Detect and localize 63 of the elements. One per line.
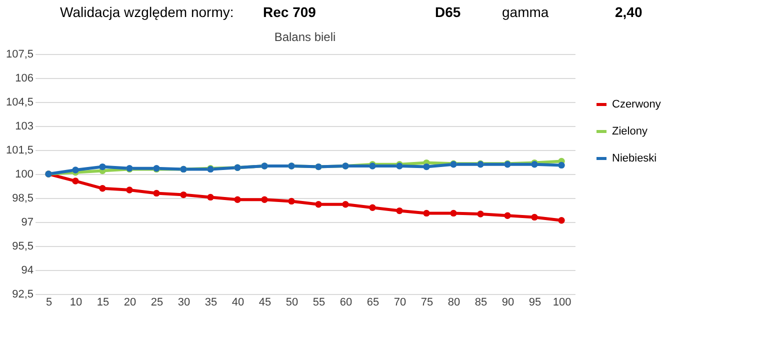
y-tick-label: 104,5 bbox=[6, 96, 34, 108]
text: Rec 709 bbox=[263, 4, 316, 20]
point bbox=[207, 194, 214, 201]
x-tick-label: 60 bbox=[340, 296, 352, 308]
x-tick-label: 5 bbox=[46, 296, 52, 308]
point bbox=[369, 204, 376, 211]
x-tick-label: 50 bbox=[286, 296, 298, 308]
x-tick-label: 10 bbox=[70, 296, 82, 308]
x-tick-label: 55 bbox=[312, 296, 326, 308]
y-tick-label: 101,5 bbox=[6, 144, 34, 156]
x-tick-label: 40 bbox=[232, 296, 244, 308]
x-tick-label: 20 bbox=[124, 296, 136, 308]
point bbox=[180, 191, 187, 198]
point bbox=[261, 196, 268, 203]
point bbox=[531, 214, 538, 221]
legend-label: Czerwony bbox=[612, 98, 662, 110]
x-tick-label: 75 bbox=[420, 296, 434, 308]
point bbox=[153, 190, 160, 197]
point bbox=[72, 178, 79, 184]
point bbox=[423, 163, 430, 170]
point bbox=[477, 210, 484, 218]
x-tick-label: 30 bbox=[178, 296, 190, 308]
y-tick-label: 94 bbox=[21, 264, 34, 276]
text: Walidacja względem normy: bbox=[60, 4, 234, 20]
point bbox=[99, 185, 106, 192]
y-tick-label: 95,5 bbox=[12, 240, 34, 252]
point bbox=[234, 196, 241, 203]
point bbox=[558, 217, 565, 224]
x-tick-label: 100 bbox=[552, 296, 572, 308]
x-tick-label: 35 bbox=[204, 296, 218, 308]
y-tick-label: 98,5 bbox=[12, 192, 34, 204]
point bbox=[396, 207, 403, 214]
x-tick-label: 65 bbox=[366, 296, 380, 308]
x-tick-label: 70 bbox=[394, 296, 406, 308]
point bbox=[99, 163, 106, 170]
chart-title: Balans bieli bbox=[274, 30, 336, 44]
y-tick-label: 92,5 bbox=[12, 288, 34, 300]
x-tick-label: 85 bbox=[474, 296, 488, 308]
point bbox=[558, 162, 565, 169]
point bbox=[504, 212, 511, 219]
y-tick-label: 97 bbox=[21, 216, 34, 228]
point bbox=[72, 166, 79, 174]
y-tick-label: 100 bbox=[15, 168, 34, 180]
y-tick-label: 106 bbox=[15, 72, 34, 84]
point bbox=[450, 210, 457, 217]
text: D65 bbox=[435, 4, 461, 20]
x-tick-label: 80 bbox=[448, 296, 460, 308]
text: gamma bbox=[502, 4, 549, 20]
legend-label: Niebieski bbox=[612, 152, 657, 164]
x-tick-label: 25 bbox=[150, 296, 164, 308]
y-tick-label: 107,5 bbox=[6, 48, 34, 60]
point bbox=[315, 201, 322, 208]
point bbox=[288, 198, 295, 205]
x-tick-label: 15 bbox=[96, 296, 110, 308]
point bbox=[423, 210, 430, 217]
y-tick-label: 103 bbox=[15, 120, 34, 132]
point bbox=[126, 186, 133, 194]
x-tick-label: 90 bbox=[502, 296, 514, 308]
point bbox=[342, 201, 349, 208]
x-tick-label: 45 bbox=[258, 296, 272, 308]
text: 2,40 bbox=[615, 4, 642, 20]
legend-label: Zielony bbox=[612, 126, 648, 138]
x-tick-label: 95 bbox=[528, 296, 542, 308]
